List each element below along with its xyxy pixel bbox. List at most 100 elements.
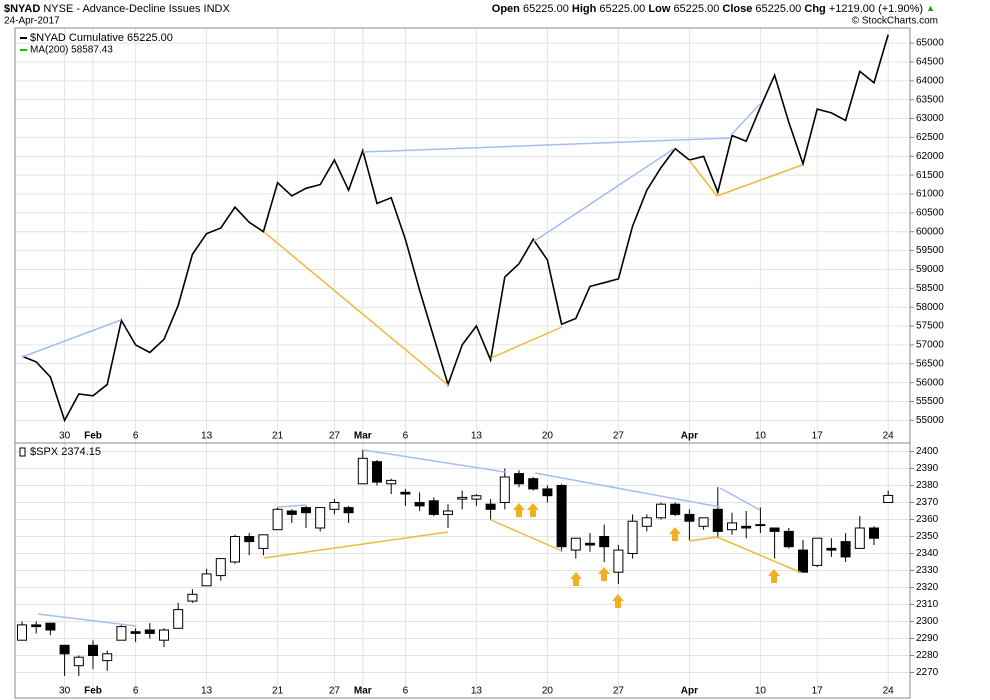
x-tick-label: 6 — [133, 686, 139, 697]
candle-body — [755, 524, 766, 527]
y-tick-label: 2360 — [916, 514, 939, 525]
x-tick-label: 17 — [812, 686, 824, 697]
y-tick-label: 56500 — [916, 358, 944, 369]
candle-body — [59, 644, 70, 655]
candle-body — [244, 536, 255, 543]
x-tick-label: 6 — [403, 431, 409, 442]
candle-body — [428, 500, 439, 515]
candle-body — [712, 508, 723, 532]
candle-body — [585, 542, 595, 546]
quote-value: 65225.00 — [599, 3, 645, 15]
candle-body — [556, 485, 567, 548]
x-tick-label: 20 — [542, 431, 554, 442]
x-tick-label: 20 — [542, 686, 554, 697]
y-tick-label: 2340 — [916, 548, 939, 559]
candle-body — [599, 536, 610, 548]
candle-body — [201, 573, 212, 587]
candle-body — [826, 547, 837, 551]
x-tick-label: Apr — [681, 431, 698, 442]
x-tick-label: 24 — [883, 686, 895, 697]
candle-body — [130, 631, 141, 634]
y-tick-label: 2310 — [916, 599, 939, 610]
candle-body — [31, 624, 42, 628]
x-tick-label: 13 — [471, 686, 483, 697]
candle-body — [400, 491, 411, 495]
candle-body — [542, 488, 553, 497]
quote-value: 65225.00 — [755, 3, 801, 15]
x-tick-label: 17 — [812, 431, 824, 442]
legend-value: 65225.00 — [127, 32, 173, 44]
y-tick-label: 60500 — [916, 208, 944, 219]
panel — [14, 27, 911, 444]
candle-body — [272, 508, 283, 531]
candle-body — [343, 507, 354, 514]
y-tick-label: 58500 — [916, 283, 944, 294]
candle-body — [357, 457, 368, 485]
candle-body — [286, 510, 297, 515]
y-tick-label: 56000 — [916, 377, 944, 388]
candle-body — [102, 653, 113, 662]
candle-body — [783, 530, 794, 548]
y-tick-label: 55000 — [916, 415, 944, 426]
candle-body — [258, 534, 269, 549]
y-tick-label: 2300 — [916, 616, 939, 627]
candle-body — [45, 622, 56, 631]
candle-body — [840, 541, 851, 558]
x-tick-label: 30 — [59, 431, 71, 442]
quote-label: Chg — [804, 3, 825, 15]
x-tick-label: Feb — [84, 431, 102, 442]
panel-border — [14, 442, 911, 699]
candle-body — [301, 507, 311, 514]
candle-body — [854, 527, 865, 549]
x-tick-label: 30 — [59, 686, 71, 697]
x-tick-label: Apr — [681, 686, 698, 697]
y-tick-label: 60000 — [916, 226, 944, 237]
x-tick-label: Mar — [354, 431, 372, 442]
quote-value: 65225.00 — [523, 3, 569, 15]
candle-body — [187, 593, 198, 602]
candle-body — [570, 537, 581, 551]
candle-body — [315, 507, 326, 529]
candle-body — [627, 520, 638, 555]
symbol-name: NYSE - Advance-Decline Issues INDX — [43, 3, 230, 15]
x-tick-label: 13 — [471, 431, 483, 442]
candle-body — [414, 502, 425, 507]
candle-body — [17, 624, 27, 641]
y-tick-label: 2280 — [916, 650, 939, 661]
legend-entry: $SPX 2374.15 — [30, 446, 101, 458]
y-tick-label: 2270 — [916, 667, 939, 678]
copyright: © StockCharts.com — [852, 16, 938, 27]
candle-body — [386, 479, 397, 485]
up-arrows — [513, 503, 780, 608]
y-tick-label: 2370 — [916, 497, 939, 508]
candle-body — [443, 510, 453, 515]
candle-body — [471, 495, 482, 500]
x-tick-label: 27 — [329, 431, 341, 442]
candle-body — [215, 558, 226, 577]
legend-name: $SPX — [30, 446, 59, 458]
quote: Open 65225.00 High 65225.00 Low 65225.00… — [492, 3, 935, 15]
x-tick-label: Mar — [354, 686, 372, 697]
candle-body — [457, 496, 468, 500]
x-tick-label: 6 — [133, 431, 139, 442]
candle-body — [883, 494, 894, 504]
y-tick-label: 2330 — [916, 565, 939, 576]
y-tick-label: 2380 — [916, 480, 939, 491]
y-tick-label: 55500 — [916, 396, 944, 407]
candle-body — [372, 461, 382, 483]
candle-body — [741, 525, 752, 529]
legend-entry: $NYAD Cumulative 65225.00 — [30, 32, 173, 44]
x-tick-label: 24 — [883, 431, 895, 442]
change-arrow: ▲ — [926, 3, 935, 13]
quote-label: Low — [648, 3, 670, 15]
y-tick-label: 59500 — [916, 245, 944, 256]
candle-body — [727, 522, 737, 531]
y-tick-label: 2400 — [916, 446, 939, 457]
y-tick-label: 2390 — [916, 463, 939, 474]
x-tick-label: 13 — [201, 431, 213, 442]
quote-value: +1219.00 (+1.90%) — [829, 3, 923, 15]
candle-body — [499, 476, 510, 503]
candle-body — [641, 517, 652, 527]
